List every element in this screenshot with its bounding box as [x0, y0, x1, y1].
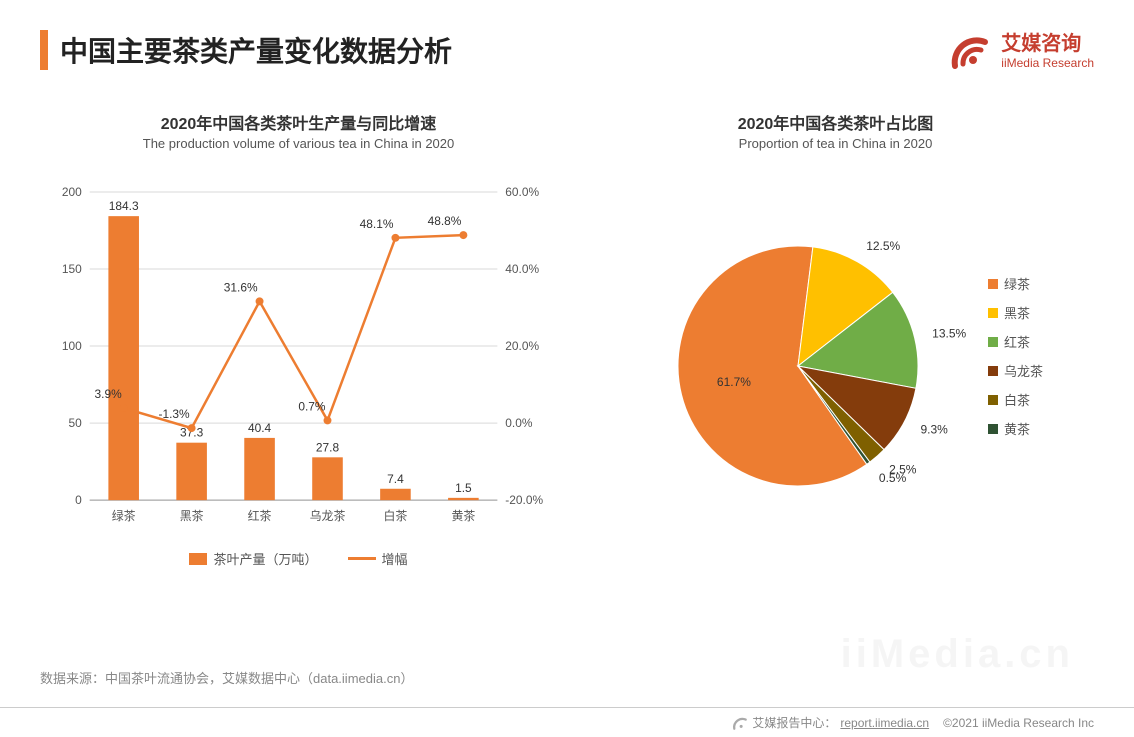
pie-legend-swatch — [988, 279, 998, 289]
logo-icon — [949, 30, 991, 72]
combo-chart: 0 50 100 150 200 -20.0% 0.0% 20.0% 40.0% 60.0% 184… — [40, 171, 557, 541]
svg-text:27.8: 27.8 — [316, 440, 340, 454]
svg-text:7.4: 7.4 — [387, 472, 404, 486]
svg-text:48.8%: 48.8% — [428, 214, 462, 228]
pie-legend-label: 黄茶 — [1004, 419, 1030, 438]
footer-copyright: ©2021 iiMedia Research Inc — [943, 716, 1094, 730]
footer-bar: 艾媒报告中心： report.iimedia.cn ©2021 iiMedia … — [0, 707, 1134, 737]
legend-line-label: 增幅 — [382, 549, 408, 568]
svg-text:1.5: 1.5 — [455, 481, 472, 495]
pie-legend-item: 黑茶 — [988, 303, 1043, 322]
svg-text:150: 150 — [62, 262, 82, 276]
pie-legend-item: 白茶 — [988, 390, 1043, 409]
svg-text:184.3: 184.3 — [109, 199, 139, 213]
logo-en: iiMedia Research — [1001, 56, 1094, 70]
pie-legend-label: 黑茶 — [1004, 303, 1030, 322]
svg-text:40.0%: 40.0% — [505, 262, 539, 276]
svg-text:黄茶: 黄茶 — [451, 509, 475, 523]
pie-chart: 61.7%12.5%13.5%9.3%2.5%0.5% 绿茶黑茶红茶乌龙茶白茶黄… — [577, 171, 1094, 541]
svg-text:50: 50 — [68, 416, 82, 430]
svg-text:-20.0%: -20.0% — [505, 493, 543, 507]
legend-bar-swatch — [189, 553, 207, 565]
page-title: 中国主要茶类产量变化数据分析 — [60, 30, 452, 70]
svg-text:0.0%: 0.0% — [505, 416, 533, 430]
pie-legend-item: 黄茶 — [988, 419, 1043, 438]
svg-text:48.1%: 48.1% — [360, 217, 394, 231]
svg-text:20.0%: 20.0% — [505, 339, 539, 353]
pie-legend-label: 绿茶 — [1004, 274, 1030, 293]
legend-line: 增幅 — [348, 549, 408, 568]
legend-line-swatch — [348, 557, 376, 560]
svg-text:黑茶: 黑茶 — [180, 509, 204, 523]
svg-text:13.5%: 13.5% — [932, 327, 966, 341]
footer-logo-icon — [732, 715, 748, 731]
svg-text:3.9%: 3.9% — [95, 387, 123, 401]
legend-bar-label: 茶叶产量（万吨） — [213, 549, 317, 568]
svg-text:9.3%: 9.3% — [920, 423, 948, 437]
svg-text:0.7%: 0.7% — [298, 399, 326, 413]
svg-text:60.0%: 60.0% — [505, 185, 539, 199]
combo-chart-svg: 0 50 100 150 200 -20.0% 0.0% 20.0% 40.0% 60.0% 184… — [40, 171, 557, 541]
svg-text:-1.3%: -1.3% — [158, 407, 190, 421]
svg-text:绿茶: 绿茶 — [112, 509, 136, 523]
svg-text:31.6%: 31.6% — [224, 280, 258, 294]
charts-row: 2020年中国各类茶叶生产量与同比增速 The production volum… — [40, 110, 1094, 657]
pie-legend-swatch — [988, 424, 998, 434]
svg-text:0.5%: 0.5% — [879, 471, 907, 485]
logo-cn: 艾媒咨询 — [1001, 32, 1094, 56]
svg-text:40.4: 40.4 — [248, 421, 272, 435]
svg-text:0: 0 — [75, 493, 82, 507]
logo: 艾媒咨询 iiMedia Research — [949, 30, 1094, 72]
pie-legend: 绿茶黑茶红茶乌龙茶白茶黄茶 — [988, 274, 1043, 438]
logo-text: 艾媒咨询 iiMedia Research — [1001, 32, 1094, 70]
svg-text:乌龙茶: 乌龙茶 — [310, 509, 346, 523]
pie-chart-column: 2020年中国各类茶叶占比图 Proportion of tea in Chin… — [577, 110, 1094, 657]
pie-legend-item: 红茶 — [988, 332, 1043, 351]
svg-text:白茶: 白茶 — [384, 509, 408, 523]
svg-text:12.5%: 12.5% — [866, 239, 900, 253]
combo-title-en: The production volume of various tea in … — [143, 136, 454, 151]
svg-text:200: 200 — [62, 185, 82, 199]
pie-legend-item: 绿茶 — [988, 274, 1043, 293]
pie-legend-item: 乌龙茶 — [988, 361, 1043, 380]
pie-legend-label: 白茶 — [1004, 390, 1030, 409]
pie-legend-swatch — [988, 308, 998, 318]
svg-text:61.7%: 61.7% — [717, 375, 751, 389]
pie-legend-label: 红茶 — [1004, 332, 1030, 351]
pie-legend-label: 乌龙茶 — [1004, 361, 1043, 380]
pie-title-cn: 2020年中国各类茶叶占比图 — [738, 110, 934, 134]
svg-text:100: 100 — [62, 339, 82, 353]
combo-title-cn: 2020年中国各类茶叶生产量与同比增速 — [161, 110, 437, 134]
pie-legend-swatch — [988, 366, 998, 376]
footer-report-label: 艾媒报告中心： — [752, 714, 836, 731]
pie-chart-svg: 61.7%12.5%13.5%9.3%2.5%0.5% — [628, 196, 968, 516]
combo-legend: 茶叶产量（万吨） 增幅 — [189, 549, 407, 568]
combo-chart-column: 2020年中国各类茶叶生产量与同比增速 The production volum… — [40, 110, 557, 657]
title-accent-bar — [40, 30, 48, 70]
legend-bar: 茶叶产量（万吨） — [189, 549, 317, 568]
header: 中国主要茶类产量变化数据分析 艾媒咨询 iiMedia Research — [40, 30, 1094, 72]
pie-legend-swatch — [988, 337, 998, 347]
pie-legend-swatch — [988, 395, 998, 405]
pie-title-en: Proportion of tea in China in 2020 — [739, 136, 933, 151]
footer-source: 数据来源：中国茶叶流通协会，艾媒数据中心（data.iimedia.cn） — [40, 668, 413, 687]
title-block: 中国主要茶类产量变化数据分析 — [40, 30, 452, 70]
svg-text:红茶: 红茶 — [248, 509, 272, 523]
footer-report-url: report.iimedia.cn — [840, 716, 929, 730]
